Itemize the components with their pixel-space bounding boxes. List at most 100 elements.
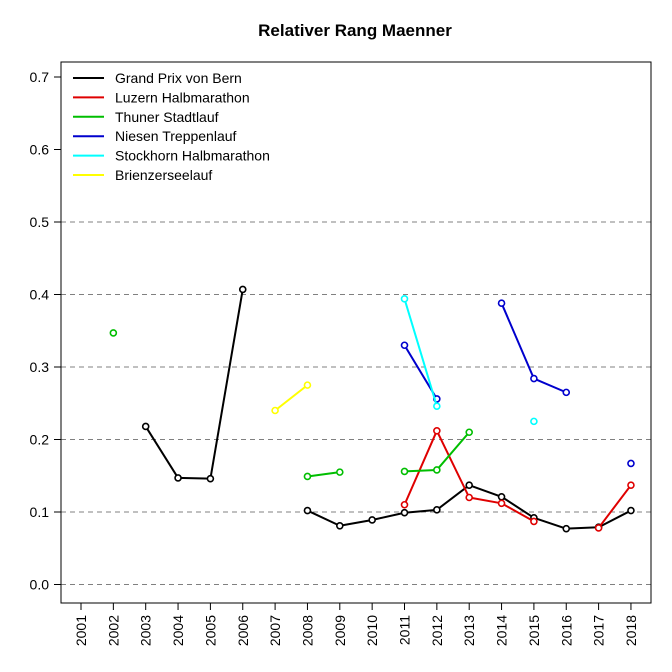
series-group	[109, 329, 474, 481]
data-point	[627, 481, 635, 489]
legend-label: Brienzerseelauf	[115, 167, 212, 183]
series-segment	[371, 511, 406, 521]
series-segment	[500, 495, 535, 519]
y-tick-label: 0.3	[30, 359, 50, 375]
data-point	[497, 492, 506, 501]
data-point	[433, 466, 441, 474]
data-point	[303, 506, 312, 515]
series-segment	[468, 484, 503, 498]
data-point	[465, 428, 474, 437]
data-point	[627, 506, 635, 515]
data-point	[627, 459, 635, 468]
series-group	[400, 299, 635, 468]
data-point	[400, 500, 409, 509]
data-point	[562, 388, 571, 397]
data-point	[433, 426, 441, 435]
legend-label: Niesen Treppenlauf	[115, 128, 237, 144]
series-segment	[403, 297, 438, 408]
x-tick-label: 2015	[526, 615, 542, 646]
series-group	[271, 381, 312, 415]
x-tick-label: 2017	[591, 615, 607, 646]
series-segment	[274, 384, 309, 412]
data-point	[497, 499, 506, 508]
series-segment	[500, 302, 535, 380]
series-segment	[403, 468, 438, 473]
data-point	[465, 493, 474, 502]
data-point	[238, 285, 247, 294]
legend-label: Stockhorn Halbmarathon	[115, 148, 270, 164]
series-segment	[500, 502, 535, 523]
x-tick-label: 2003	[138, 615, 154, 646]
grid-layer	[61, 221, 651, 585]
series-segment	[403, 429, 438, 506]
series-segment	[532, 516, 568, 530]
data-point	[530, 517, 538, 526]
series-group	[141, 285, 635, 533]
series-segment	[306, 509, 341, 527]
data-point	[400, 295, 409, 303]
x-tick-label: 2004	[170, 615, 186, 646]
axis-layer: 0.0 0.1 0.2 0.3 0.4 0.5 0.6 0.7 2001 2002 2003 2004…	[30, 61, 652, 646]
x-tick-label: 2001	[73, 615, 89, 646]
x-tick-label: 2009	[332, 615, 348, 646]
series-segment	[468, 496, 503, 505]
y-tick-label: 0.5	[30, 214, 50, 230]
data-point	[465, 481, 474, 489]
series-segment	[597, 509, 632, 529]
series-segment	[435, 429, 471, 499]
y-tick-label: 0.1	[30, 504, 50, 520]
x-tick-label: 2011	[397, 615, 413, 645]
y-tick-label: 0.2	[30, 432, 50, 448]
data-point	[400, 508, 409, 517]
series-segment	[209, 288, 244, 480]
data-point	[109, 329, 118, 337]
data-point	[271, 406, 279, 415]
data-point	[433, 402, 441, 410]
data-point	[303, 472, 312, 481]
x-tick-label: 2006	[235, 615, 251, 646]
x-tick-label: 2008	[299, 615, 315, 646]
series-group	[400, 295, 538, 426]
y-tick-label: 0.0	[30, 577, 50, 593]
data-point	[206, 474, 215, 483]
data-point	[433, 506, 441, 514]
legend-label: Thuner Stadtlauf	[115, 109, 219, 125]
series-segment	[144, 425, 180, 479]
legend: Grand Prix von Bern Luzern Halbmarathon Th…	[73, 70, 270, 183]
legend-label: Luzern Halbmarathon	[115, 89, 250, 105]
x-tick-label: 2005	[202, 615, 218, 646]
x-tick-label: 2002	[105, 615, 121, 646]
y-tick-label: 0.7	[30, 69, 50, 85]
series-layer	[109, 285, 635, 533]
series-segment	[177, 476, 212, 480]
data-point	[335, 521, 344, 530]
data-point	[335, 468, 344, 476]
data-point	[141, 422, 150, 431]
series-segment	[403, 508, 438, 514]
x-tick-label: 2010	[364, 615, 380, 646]
x-tick-label: 2012	[429, 615, 445, 646]
legend-label: Grand Prix von Bern	[115, 70, 242, 86]
y-tick-label: 0.4	[30, 287, 50, 303]
data-point	[530, 417, 538, 426]
x-tick-label: 2013	[461, 615, 477, 646]
data-point	[562, 524, 571, 533]
data-point	[530, 374, 538, 383]
data-point	[303, 381, 312, 389]
data-point	[594, 524, 603, 532]
data-point	[368, 516, 376, 524]
data-point	[400, 341, 409, 350]
series-segment	[597, 484, 632, 529]
data-point	[174, 474, 182, 482]
chart-title: Relativer Rang Maenner	[258, 21, 452, 40]
x-tick-label: 2018	[623, 615, 639, 646]
data-point	[400, 467, 409, 476]
x-tick-label: 2016	[558, 615, 574, 646]
series-segment	[435, 431, 471, 471]
plot-frame	[60, 61, 652, 604]
y-tick-label: 0.6	[30, 142, 50, 158]
series-group	[400, 426, 635, 532]
series-segment	[532, 377, 568, 394]
x-tick-label: 2007	[267, 615, 283, 646]
